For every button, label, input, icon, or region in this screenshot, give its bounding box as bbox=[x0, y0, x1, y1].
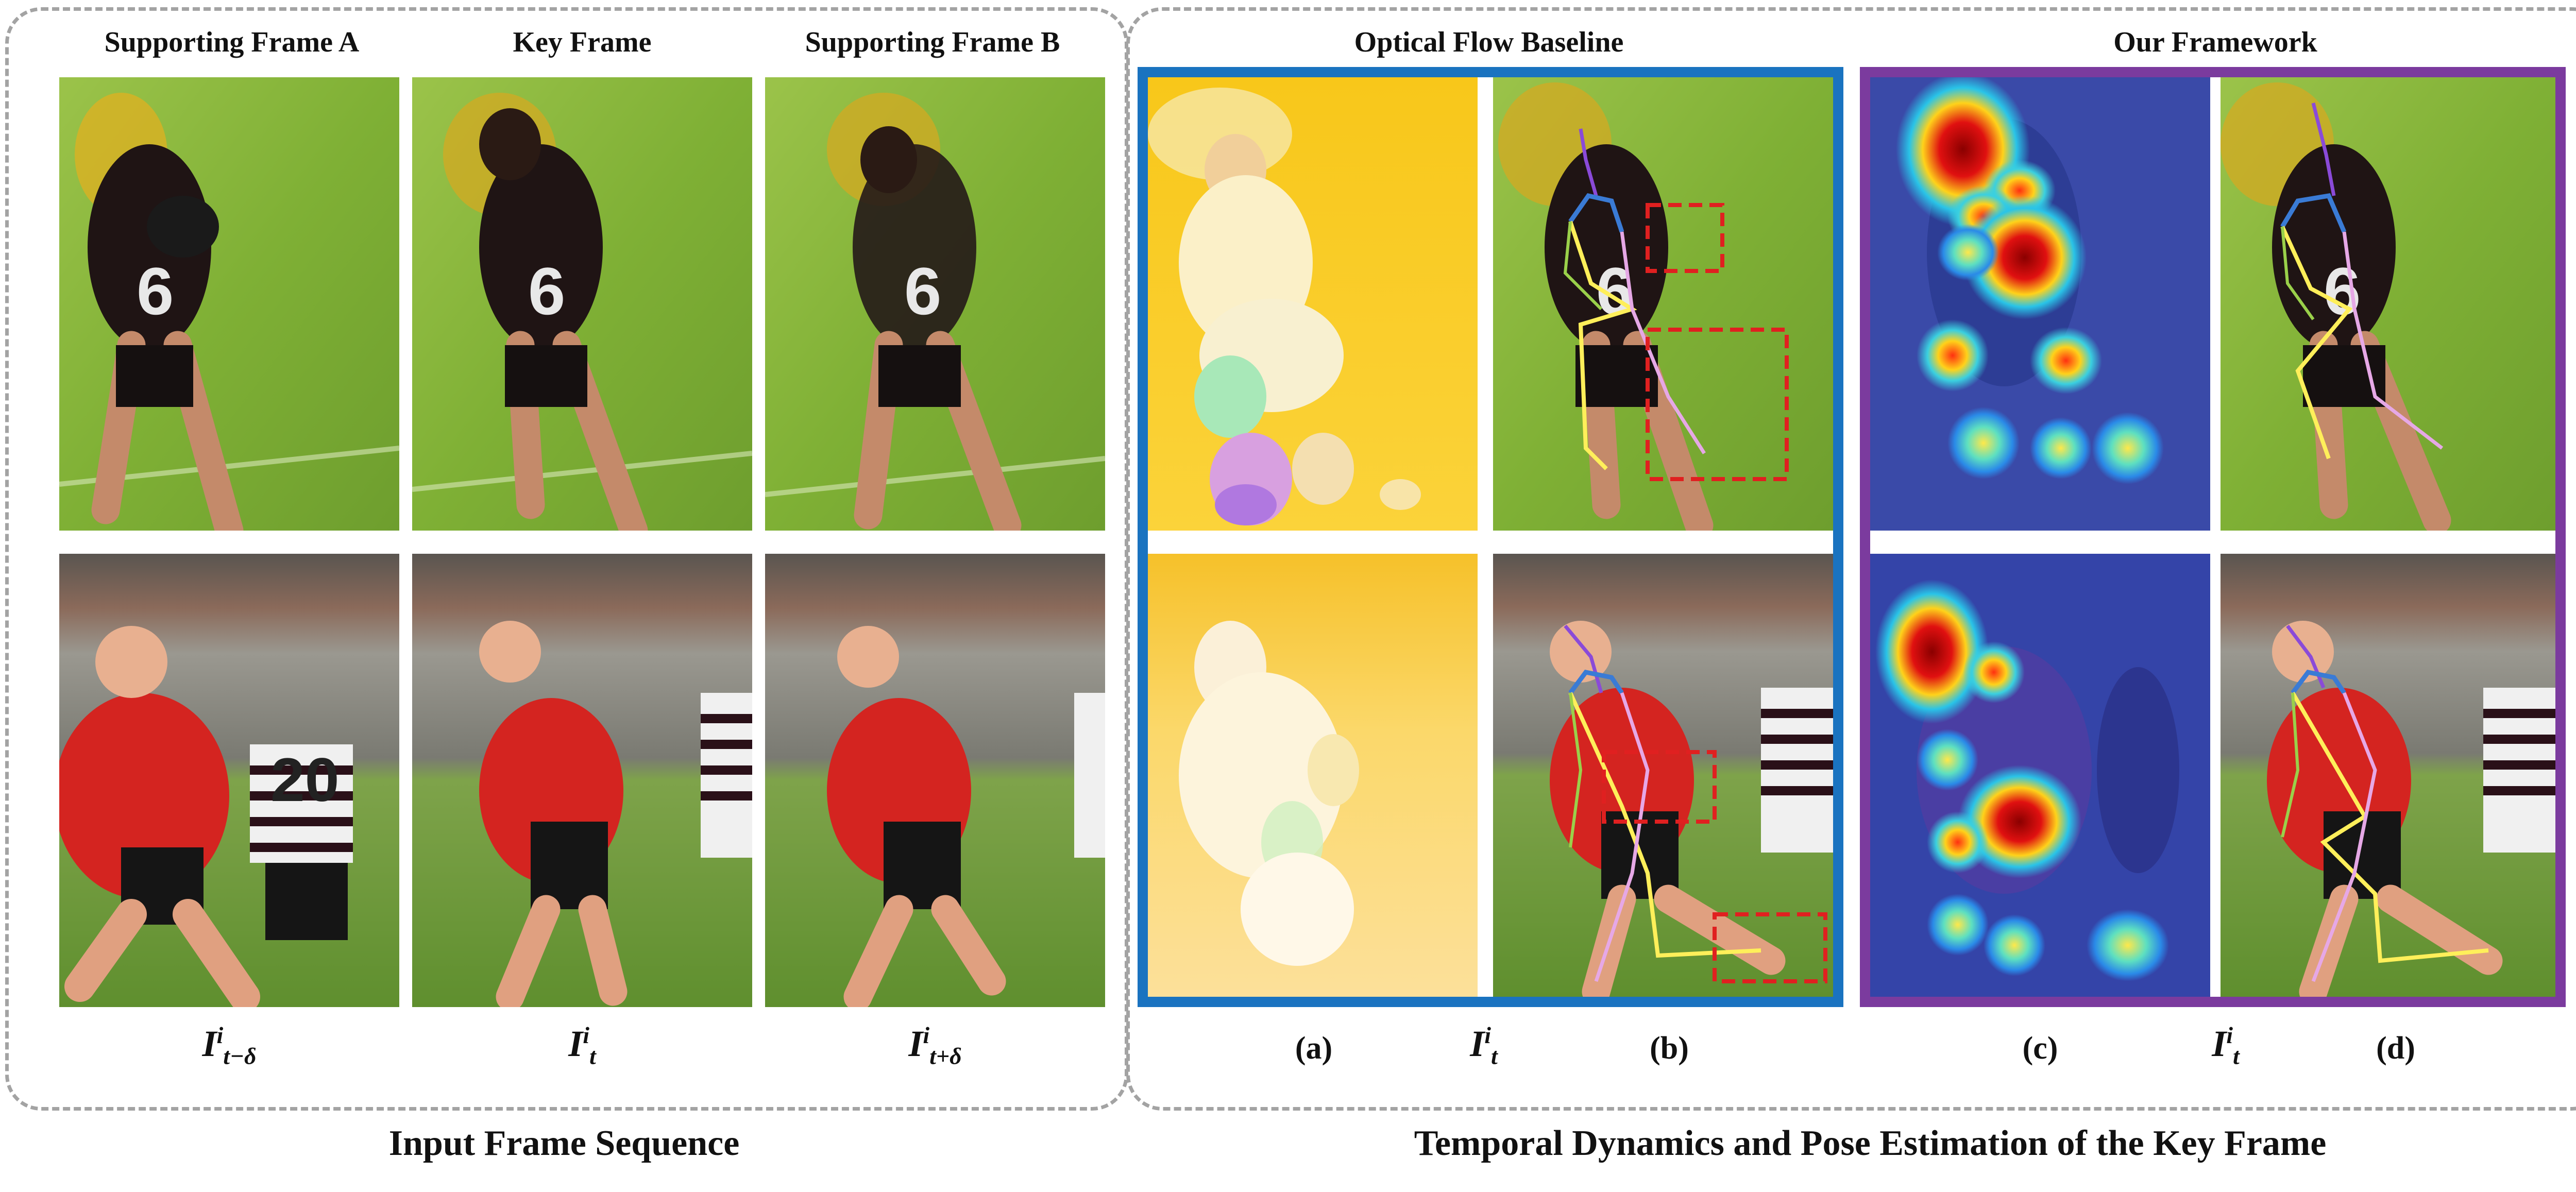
svg-text:6: 6 bbox=[528, 253, 565, 329]
label-frame-t-minus-delta: Iit−δ bbox=[202, 1022, 257, 1069]
our-pose-row1: 6 bbox=[2221, 77, 2555, 531]
baseline-pose-row2 bbox=[1493, 554, 1833, 997]
key-frame-analysis-group bbox=[1126, 7, 2576, 1111]
svg-text:6: 6 bbox=[904, 253, 941, 329]
baseline-pose-row1: 6 bbox=[1493, 77, 1833, 531]
heatmap-row1 bbox=[1870, 77, 2210, 531]
caption-temporal-dynamics: Temporal Dynamics and Pose Estimation of… bbox=[1414, 1123, 2327, 1163]
label-b: (b) bbox=[1650, 1031, 1689, 1066]
header-our-framework: Our Framework bbox=[2113, 26, 2317, 58]
frame-row1-key: 6 bbox=[412, 77, 752, 531]
label-frame-t: Iit bbox=[568, 1022, 596, 1069]
heatmap-row2 bbox=[1870, 554, 2210, 997]
svg-text:20: 20 bbox=[270, 745, 339, 814]
frame-row2-key bbox=[412, 554, 752, 1007]
flow-map-row1 bbox=[1148, 77, 1478, 531]
label-ours-frame-t: Iit bbox=[2212, 1022, 2240, 1069]
header-supporting-frame-b: Supporting Frame B bbox=[805, 26, 1060, 58]
header-supporting-frame-a: Supporting Frame A bbox=[104, 26, 360, 58]
label-baseline-frame-t: Iit bbox=[1470, 1022, 1498, 1069]
svg-text:6: 6 bbox=[137, 253, 174, 329]
frame-row2-supporting-b bbox=[765, 554, 1105, 1007]
frame-row1-supporting-a: 6 bbox=[59, 77, 399, 531]
label-frame-t-plus-delta: Iit+δ bbox=[908, 1022, 962, 1069]
label-d: (d) bbox=[2376, 1031, 2415, 1066]
label-c: (c) bbox=[2022, 1031, 2058, 1066]
header-key-frame: Key Frame bbox=[513, 26, 652, 58]
header-optical-flow-baseline: Optical Flow Baseline bbox=[1354, 26, 1624, 58]
our-pose-row2 bbox=[2221, 554, 2555, 997]
flow-map-row2 bbox=[1148, 554, 1478, 997]
label-a: (a) bbox=[1295, 1031, 1333, 1066]
frame-row1-supporting-b: 6 bbox=[765, 77, 1105, 531]
frame-row2-supporting-a: 20 bbox=[59, 554, 399, 1007]
caption-input-frame-sequence: Input Frame Sequence bbox=[388, 1123, 740, 1163]
